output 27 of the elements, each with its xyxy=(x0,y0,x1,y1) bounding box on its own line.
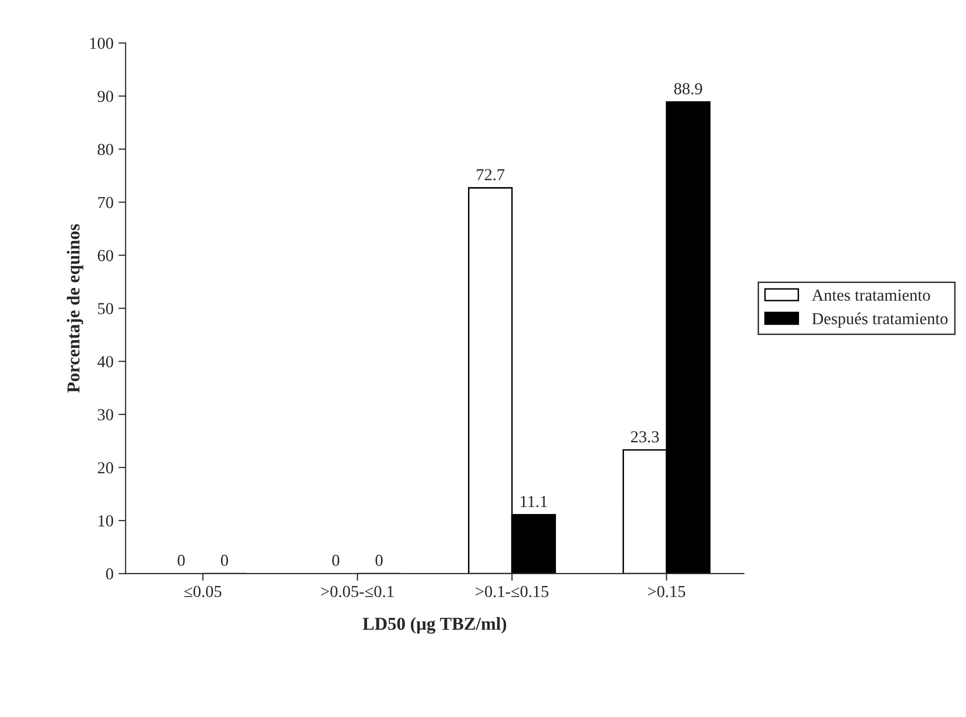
data-label: 88.9 xyxy=(674,83,702,94)
x-tick-label: >0.05-≤0.1 xyxy=(321,586,394,598)
x-axis-title: LD50 (µg TBZ/ml) xyxy=(362,617,506,634)
y-tick-label: 40 xyxy=(97,356,114,368)
x-tick-label: >0.1-≤0.15 xyxy=(476,586,548,598)
legend-label: Antes tratamiento xyxy=(812,290,930,301)
y-axis-title: Porcentaje de equinos xyxy=(66,224,84,393)
data-label: 72.7 xyxy=(476,169,504,180)
legend-label: Después tratamiento xyxy=(812,312,948,328)
y-tick-label: 70 xyxy=(98,196,114,208)
y-tick-label: 10 xyxy=(98,515,114,526)
data-label: 11.1 xyxy=(520,496,547,508)
x-tick-label: >0.15 xyxy=(648,586,686,598)
data-label: 0 xyxy=(332,554,340,566)
data-label: 0 xyxy=(376,554,383,566)
y-tick-label: 20 xyxy=(98,462,114,474)
data-label: 0 xyxy=(220,554,228,566)
x-tick-label: ≤0.05 xyxy=(184,586,222,598)
y-tick-label: 90 xyxy=(98,90,114,102)
y-tick-label: 60 xyxy=(98,250,114,262)
data-label: 0 xyxy=(178,554,185,566)
y-tick-label: 30 xyxy=(98,409,114,420)
y-tick-label: 80 xyxy=(98,144,114,156)
y-tick-label: 0 xyxy=(106,568,114,580)
y-tick-label: 100 xyxy=(90,38,114,49)
data-label: 23.3 xyxy=(631,431,659,442)
y-tick-label: 50 xyxy=(98,303,114,314)
